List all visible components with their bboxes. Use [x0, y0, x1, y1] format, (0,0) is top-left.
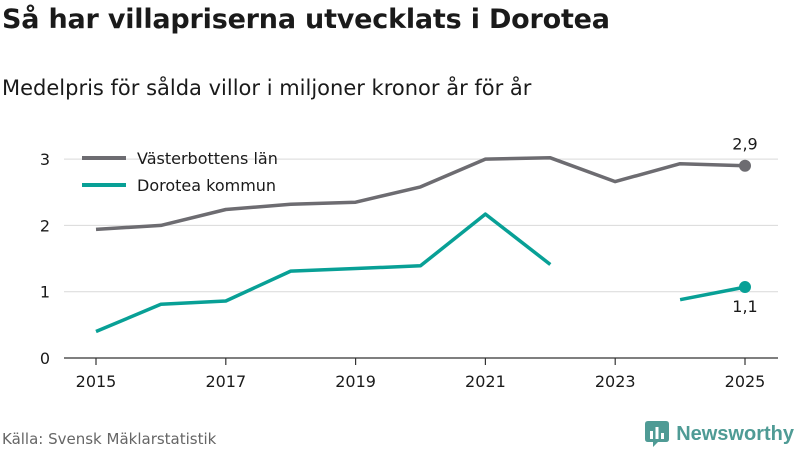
y-tick-label-3: 3 — [40, 150, 50, 169]
series-line-1-segment-1 — [679, 285, 746, 302]
y-tick-label-1: 1 — [40, 283, 50, 302]
chart-gridlines — [64, 158, 778, 293]
x-tick-label-2023: 2023 — [595, 372, 636, 391]
y-axis: 0 1 2 3 — [40, 150, 50, 368]
series-endpoint-1 — [739, 281, 751, 294]
brand-name: Newsworthy — [676, 422, 794, 445]
data-label-0: 2,9 — [732, 135, 757, 154]
x-tick-label-2021: 2021 — [465, 372, 506, 391]
chart-subtitle: Medelpris för sålda villor i miljoner kr… — [2, 76, 532, 100]
chart-title: Så har villapriserna utvecklats i Dorote… — [2, 4, 610, 35]
legend-label-0: Västerbottens län — [137, 149, 278, 168]
chart-series: 2,9 1,1 — [95, 135, 758, 334]
line-chart: 0 1 2 3 2015 2017 2019 2021 2023 2025 2,9 1,1 Väs… — [40, 135, 778, 391]
series-endpoint-0 — [739, 159, 751, 172]
x-tick-label-2015: 2015 — [76, 372, 117, 391]
x-tick-label-2025: 2025 — [725, 372, 766, 391]
legend-label-1: Dorotea kommun — [137, 176, 276, 195]
x-tick-label-2017: 2017 — [205, 372, 246, 391]
y-tick-label-2: 2 — [40, 216, 50, 235]
y-tick-label-0: 0 — [40, 349, 50, 368]
brand-logo: Newsworthy — [644, 420, 794, 448]
x-tick-label-2019: 2019 — [335, 372, 376, 391]
x-axis: 2015 2017 2019 2021 2023 2025 — [64, 357, 778, 391]
series-line-1-segment-0 — [95, 212, 552, 334]
source-note: Källa: Svensk Mäklarstatistik — [2, 430, 217, 448]
data-label-1: 1,1 — [732, 297, 757, 316]
chart-legend: Västerbottens län Dorotea kommun — [82, 149, 278, 195]
series-line-0-segment-0 — [95, 156, 746, 232]
newsworthy-logo-icon — [645, 421, 670, 447]
